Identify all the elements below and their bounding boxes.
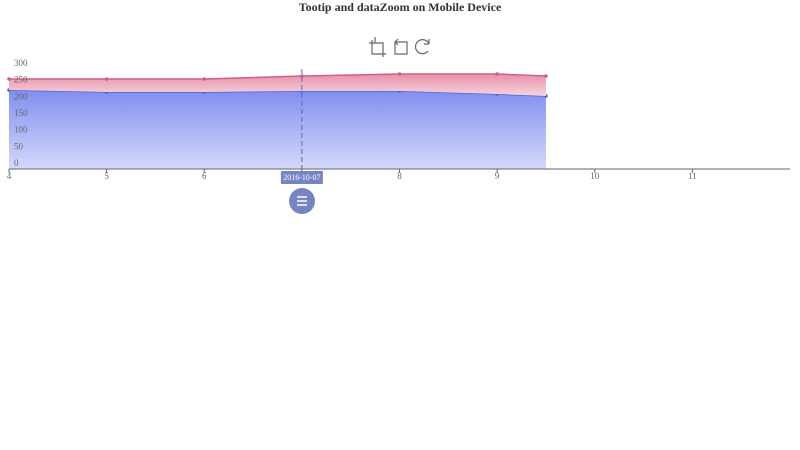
chart-title: Tootip and dataZoom on Mobile Device [299,0,502,14]
point [544,74,548,78]
y-tick-label: 100 [14,125,28,135]
x-tick-label: 10 [590,171,600,181]
y-tick-label: 150 [14,108,28,118]
point [300,74,304,78]
pointer-label: 2016-10-07 [283,173,320,182]
point [104,77,109,81]
point [495,72,499,76]
x-tick-label: 5 [104,171,109,181]
point [7,77,11,81]
x-tick-label: 4 [7,171,12,181]
zoom-icon[interactable] [369,37,386,57]
zoom-back-icon[interactable] [394,38,408,55]
y-tick-label: 200 [14,91,28,101]
x-tick-label: 11 [688,171,697,181]
pointer-label-box [280,171,323,184]
toolbox[interactable] [369,37,430,57]
y-tick-label: 300 [14,58,28,68]
point [397,72,402,76]
x-tick-label: 9 [495,171,500,181]
point [202,77,207,81]
y-tick-label: 50 [14,141,24,151]
x-tick-label: 6 [202,171,207,181]
restore-icon[interactable] [414,39,430,55]
area [9,90,546,169]
menu-icon[interactable] [297,196,307,206]
x-tick-label: 8 [397,171,402,181]
y-tick-label: 250 [14,75,28,85]
y-tick-label: 0 [14,158,19,168]
